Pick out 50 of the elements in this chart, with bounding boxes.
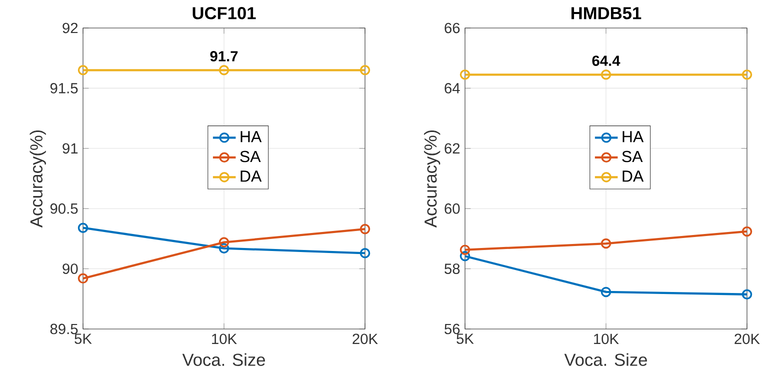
annotation: 91.7 [210, 51, 238, 62]
point [360, 65, 370, 76]
x-axis-title: Voca. Size [564, 353, 647, 366]
point [218, 65, 230, 76]
y-tick-label: 56 [444, 324, 460, 334]
y-tick-label: 92 [62, 22, 78, 34]
annotation: 64.4 [592, 56, 620, 66]
y-tick-label: 62 [444, 143, 460, 154]
y-tick-label: 90 [62, 264, 78, 274]
legend-label: SA [622, 150, 643, 162]
legend-label: SA [240, 150, 261, 162]
point [78, 222, 88, 233]
y-axis-title: Accuracy(%) [424, 130, 440, 228]
y-tick-label: 91.5 [50, 83, 78, 94]
point [460, 70, 470, 80]
point [600, 286, 612, 298]
point [360, 224, 370, 234]
point [360, 248, 370, 258]
x-tick-label: 10K [212, 334, 237, 344]
point [78, 65, 88, 76]
x-tick-label: 10K [594, 334, 619, 344]
legend-label: DA [622, 170, 644, 182]
point [460, 251, 470, 262]
y-tick-label: 90.5 [50, 203, 78, 214]
y-axis-title: Accuracy(%) [30, 130, 46, 228]
legend-label: HA [240, 131, 262, 142]
y-tick-label: 60 [444, 203, 460, 214]
x-tick-label: 5K [74, 334, 92, 344]
y-tick-label: 66 [444, 22, 460, 34]
point [742, 289, 752, 300]
legend-label: DA [240, 170, 262, 182]
legend-label: HA [622, 131, 644, 142]
y-tick-label: 64 [444, 83, 460, 94]
point [742, 226, 752, 237]
point [218, 237, 230, 248]
point [600, 70, 612, 80]
x-tick-label: 5K [456, 334, 474, 344]
x-tick-label: 20K [352, 334, 378, 344]
point [460, 244, 470, 255]
chart-title: UCF101 [192, 7, 256, 20]
point [742, 70, 752, 80]
y-tick-label: 89.5 [50, 324, 78, 334]
point [218, 243, 230, 254]
x-axis-title: Voca. Size [182, 353, 265, 366]
x-tick-label: 20K [734, 334, 760, 344]
chart-title: HMDB51 [572, 7, 642, 20]
point [600, 238, 612, 249]
y-tick-label: 91 [62, 143, 78, 154]
y-tick-label: 58 [444, 264, 460, 274]
point [78, 273, 88, 284]
